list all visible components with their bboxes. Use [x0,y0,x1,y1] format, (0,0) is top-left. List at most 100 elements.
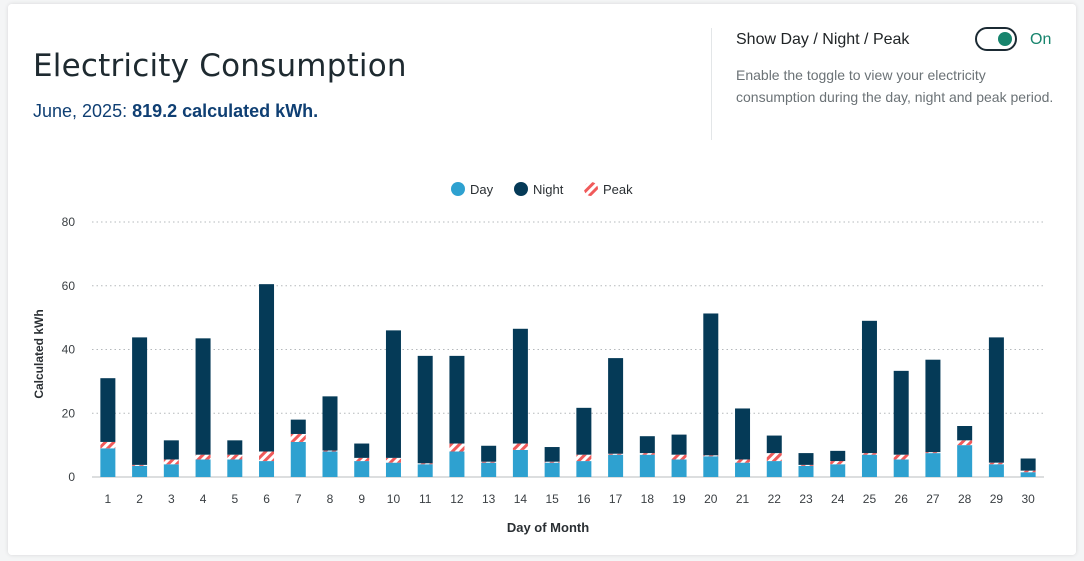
bar-day-day-24[interactable] [830,464,846,477]
bar-night-day-19[interactable] [671,434,687,455]
bar-day-day-1[interactable] [100,448,116,477]
bar-night-day-7[interactable] [290,419,306,434]
bar-night-day-26[interactable] [893,370,909,455]
bar-peak-day-22[interactable] [766,453,782,462]
bar-peak-day-29[interactable] [988,462,1004,465]
bar-peak-day-15[interactable] [544,461,560,463]
legend-marker-peak [584,182,598,196]
bar-peak-day-20[interactable] [703,455,719,457]
bar-day-day-21[interactable] [735,462,751,477]
x-tick-label: 15 [545,492,559,506]
bar-night-day-14[interactable] [512,328,528,444]
bar-peak-day-27[interactable] [925,452,941,454]
bar-day-day-20[interactable] [703,456,719,477]
x-tick-label: 19 [672,492,686,506]
bar-peak-day-5[interactable] [227,454,243,460]
bar-night-day-29[interactable] [988,337,1004,463]
bar-day-day-18[interactable] [639,454,655,477]
bar-night-day-23[interactable] [798,453,814,465]
bar-night-day-30[interactable] [1020,458,1036,471]
bar-peak-day-17[interactable] [608,453,624,455]
bar-day-day-27[interactable] [925,453,941,477]
bar-night-day-4[interactable] [195,338,211,455]
bar-day-day-25[interactable] [861,454,877,477]
bar-peak-day-24[interactable] [830,461,846,465]
bar-night-day-10[interactable] [385,330,401,458]
bar-night-day-8[interactable] [322,396,338,451]
bar-night-day-24[interactable] [830,450,846,462]
day-night-peak-toggle[interactable] [975,27,1017,51]
summary-period: June, 2025: [33,101,128,121]
bar-peak-day-19[interactable] [671,454,687,460]
bar-day-day-13[interactable] [481,462,497,477]
bar-peak-day-4[interactable] [195,454,211,460]
bar-day-day-4[interactable] [195,459,211,477]
bar-peak-day-12[interactable] [449,443,465,452]
bar-day-day-8[interactable] [322,451,338,478]
bar-peak-day-16[interactable] [576,454,592,462]
bar-day-day-15[interactable] [544,462,560,477]
bar-peak-day-2[interactable] [132,464,148,466]
bar-night-day-5[interactable] [227,440,243,455]
bar-peak-day-7[interactable] [290,433,306,442]
bar-peak-day-25[interactable] [861,453,877,455]
bar-night-day-20[interactable] [703,313,719,456]
bar-day-day-17[interactable] [608,454,624,477]
bar-night-day-3[interactable] [163,440,179,460]
bar-peak-day-3[interactable] [163,459,179,465]
bar-peak-day-10[interactable] [385,457,401,463]
bar-peak-day-6[interactable] [259,451,275,462]
bar-peak-day-28[interactable] [957,440,973,446]
bar-day-day-26[interactable] [893,459,909,477]
bar-day-day-30[interactable] [1020,472,1036,477]
x-tick-label: 11 [419,492,432,506]
bar-day-day-23[interactable] [798,465,814,477]
bar-day-day-16[interactable] [576,461,592,477]
bar-day-day-3[interactable] [163,464,179,477]
bar-night-day-15[interactable] [544,447,560,462]
bar-peak-day-30[interactable] [1020,470,1036,473]
bar-peak-day-18[interactable] [639,453,655,455]
legend-label-day[interactable]: Day [470,182,494,197]
bar-day-day-5[interactable] [227,459,243,477]
bar-day-day-19[interactable] [671,459,687,477]
bar-day-day-22[interactable] [766,461,782,477]
bar-peak-day-23[interactable] [798,464,814,466]
bar-peak-day-21[interactable] [735,459,751,463]
bar-peak-day-9[interactable] [354,457,370,462]
bar-day-day-29[interactable] [988,464,1004,477]
bar-day-day-14[interactable] [512,449,528,477]
bar-night-day-17[interactable] [608,358,624,454]
bar-peak-day-11[interactable] [417,463,433,465]
legend-label-night[interactable]: Night [533,182,564,197]
bar-night-day-2[interactable] [132,337,148,465]
bar-peak-day-14[interactable] [512,443,528,450]
bar-day-day-2[interactable] [132,465,148,477]
bar-day-day-7[interactable] [290,441,306,477]
bar-peak-day-1[interactable] [100,441,116,449]
bar-night-day-25[interactable] [861,320,877,454]
bar-night-day-12[interactable] [449,355,465,444]
bar-peak-day-8[interactable] [322,450,338,452]
bar-night-day-1[interactable] [100,378,116,442]
bar-night-day-6[interactable] [259,284,275,452]
x-tick-label: 21 [736,492,750,506]
bar-day-day-12[interactable] [449,451,465,478]
bar-night-day-27[interactable] [925,359,941,453]
bar-peak-day-13[interactable] [481,461,497,463]
bar-night-day-18[interactable] [639,436,655,454]
bar-night-day-28[interactable] [957,426,973,441]
bar-peak-day-26[interactable] [893,454,909,460]
bar-day-day-10[interactable] [385,462,401,477]
bar-day-day-11[interactable] [417,464,433,477]
bar-night-day-16[interactable] [576,407,592,455]
bar-night-day-11[interactable] [417,355,433,464]
bar-day-day-6[interactable] [259,461,275,477]
bar-day-day-28[interactable] [957,445,973,477]
bar-night-day-13[interactable] [481,445,497,462]
bar-night-day-21[interactable] [735,408,751,460]
legend-label-peak[interactable]: Peak [603,182,633,197]
bar-day-day-9[interactable] [354,461,370,477]
bar-night-day-22[interactable] [766,435,782,454]
bar-night-day-9[interactable] [354,443,370,458]
